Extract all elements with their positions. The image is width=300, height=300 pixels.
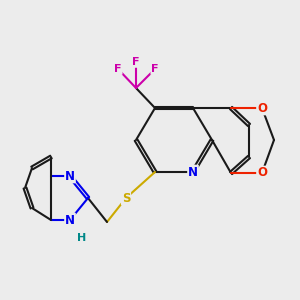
Text: O: O [257,101,267,115]
Text: F: F [114,64,122,74]
Text: N: N [188,166,198,178]
Text: N: N [65,214,75,226]
Text: S: S [122,191,130,205]
Text: F: F [151,64,159,74]
Text: H: H [77,233,87,243]
Text: O: O [257,167,267,179]
Text: N: N [65,169,75,182]
Text: F: F [132,57,140,67]
